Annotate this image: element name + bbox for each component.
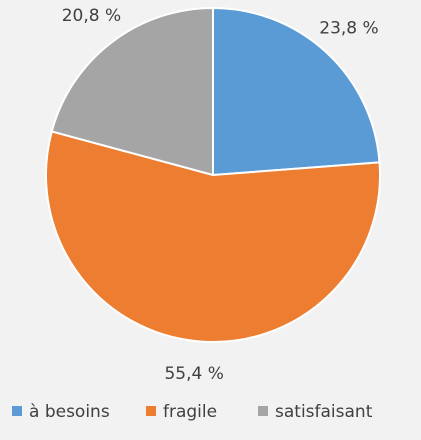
data-label: 55,4 % (164, 364, 223, 384)
legend-label: satisfaisant (275, 402, 373, 422)
pie-slice (50, 6, 214, 177)
legend-label: à besoins (29, 402, 110, 422)
data-label: 23,8 % (319, 18, 378, 38)
legend-swatch (12, 406, 22, 416)
legend-swatch (146, 406, 156, 416)
data-label: 20,8 % (62, 6, 121, 26)
pie-slice (45, 130, 381, 343)
legend-swatch (258, 406, 268, 416)
pie-slice (212, 6, 381, 177)
legend-label: fragile (163, 402, 217, 422)
